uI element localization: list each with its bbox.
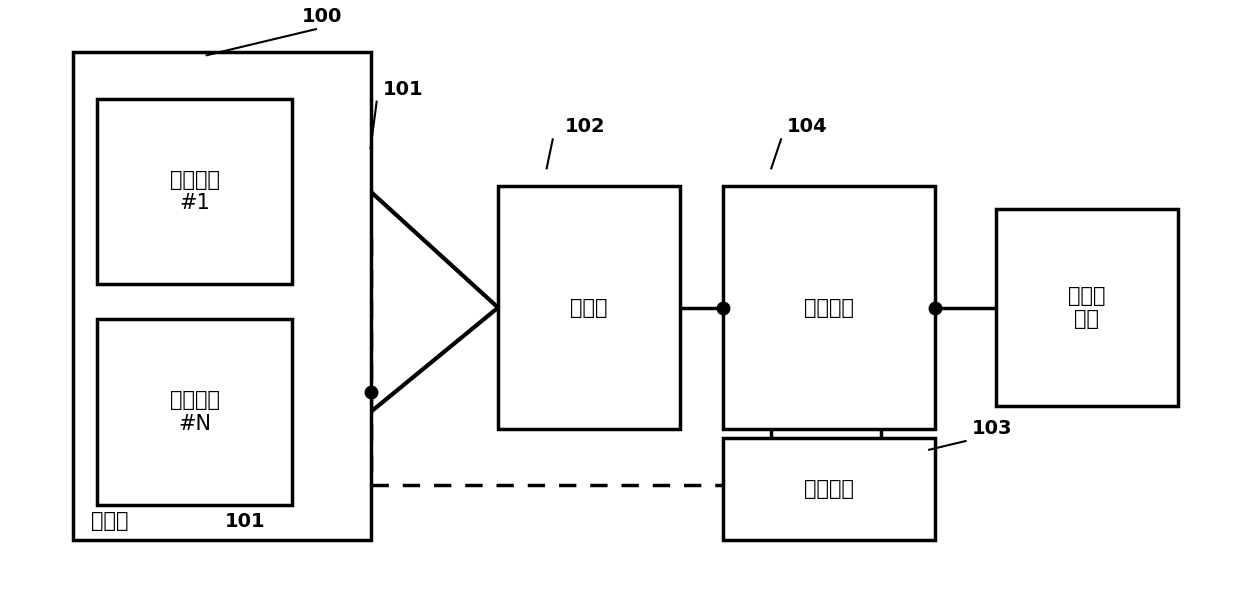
Text: 分合开关: 分合开关 <box>804 298 854 317</box>
Text: 104: 104 <box>787 117 828 136</box>
Text: 101: 101 <box>224 512 265 531</box>
Text: 控制单元: 控制单元 <box>804 479 854 499</box>
Text: 中高压
电网: 中高压 电网 <box>1068 286 1105 329</box>
FancyBboxPatch shape <box>73 52 370 540</box>
Text: 逆变室: 逆变室 <box>92 511 129 531</box>
FancyBboxPatch shape <box>722 438 935 540</box>
FancyBboxPatch shape <box>98 319 291 505</box>
Text: 逆变单元
#N: 逆变单元 #N <box>170 391 219 433</box>
FancyBboxPatch shape <box>722 186 935 429</box>
FancyBboxPatch shape <box>98 99 291 284</box>
Text: 102: 102 <box>565 117 606 136</box>
Text: 变压器: 变压器 <box>570 298 608 317</box>
FancyBboxPatch shape <box>498 186 680 429</box>
Text: 101: 101 <box>383 80 424 99</box>
Text: 100: 100 <box>302 7 342 26</box>
FancyBboxPatch shape <box>996 209 1178 406</box>
Text: 逆变单元
#1: 逆变单元 #1 <box>170 170 219 213</box>
Text: 103: 103 <box>971 419 1012 438</box>
